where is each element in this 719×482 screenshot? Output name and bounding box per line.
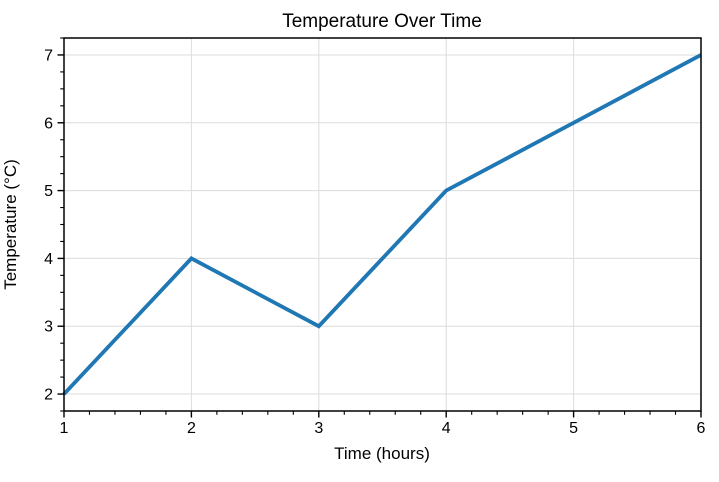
y-tick-label: 4 [44, 251, 53, 268]
y-axis-label: Temperature (°C) [1, 159, 20, 290]
x-tick-label: 5 [569, 420, 578, 437]
data-series [62, 53, 702, 396]
x-tick-label: 1 [60, 420, 69, 437]
x-tick-label: 2 [187, 420, 196, 437]
x-tick-label: 4 [442, 420, 451, 437]
y-tick-label: 7 [44, 47, 53, 64]
x-tick-label: 6 [697, 420, 706, 437]
y-tick-label: 3 [44, 319, 53, 336]
axis-ticks [57, 37, 702, 418]
y-tick-label: 2 [44, 387, 53, 404]
gridlines [63, 38, 702, 411]
axes-spines [63, 37, 702, 412]
x-tick-label: 3 [314, 420, 323, 437]
x-axis-label: Time (hours) [334, 444, 430, 463]
temperature-line [62, 53, 702, 396]
y-tick-label: 6 [44, 115, 53, 132]
plot-frame [63, 37, 702, 412]
y-tick-label: 5 [44, 183, 53, 200]
chart-title: Temperature Over Time [282, 11, 482, 32]
